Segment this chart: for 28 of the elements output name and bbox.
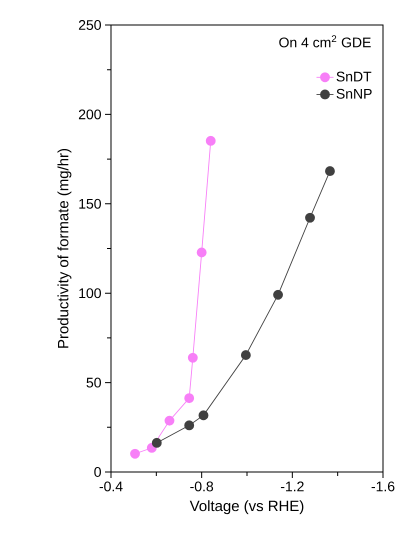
x-tick-label: -1.6 [372, 481, 394, 492]
legend-label: SnNP [336, 88, 372, 99]
point [206, 136, 216, 146]
y-axis-title: Productivity of formate (mg/hr) [57, 148, 72, 348]
y-tick-label: 150 [79, 198, 101, 209]
point [273, 290, 283, 300]
x-tick-label: -1.2 [280, 481, 304, 492]
point [164, 416, 174, 426]
y-tick-label: 50 [86, 378, 101, 388]
point [198, 410, 208, 420]
point [240, 350, 251, 360]
annotation: On 4 cm$^{2}$ GDE [279, 35, 371, 48]
y-tick-label: 200 [78, 109, 101, 120]
point [188, 352, 198, 363]
x-tick-label: -0.8 [190, 481, 214, 492]
x-tick-label: -0.4 [100, 481, 123, 492]
point [184, 420, 194, 430]
point [325, 166, 335, 176]
point [152, 438, 162, 448]
point [130, 448, 140, 459]
y-tick-label: 250 [78, 20, 101, 30]
y-tick-label: 0 [94, 467, 101, 477]
point [196, 248, 207, 258]
legend-label: SnDT [336, 72, 372, 82]
x-axis-title: Voltage (vs RHE) [190, 500, 304, 514]
point [305, 212, 315, 223]
point [184, 393, 194, 404]
y-tick-label: 100 [79, 288, 101, 298]
